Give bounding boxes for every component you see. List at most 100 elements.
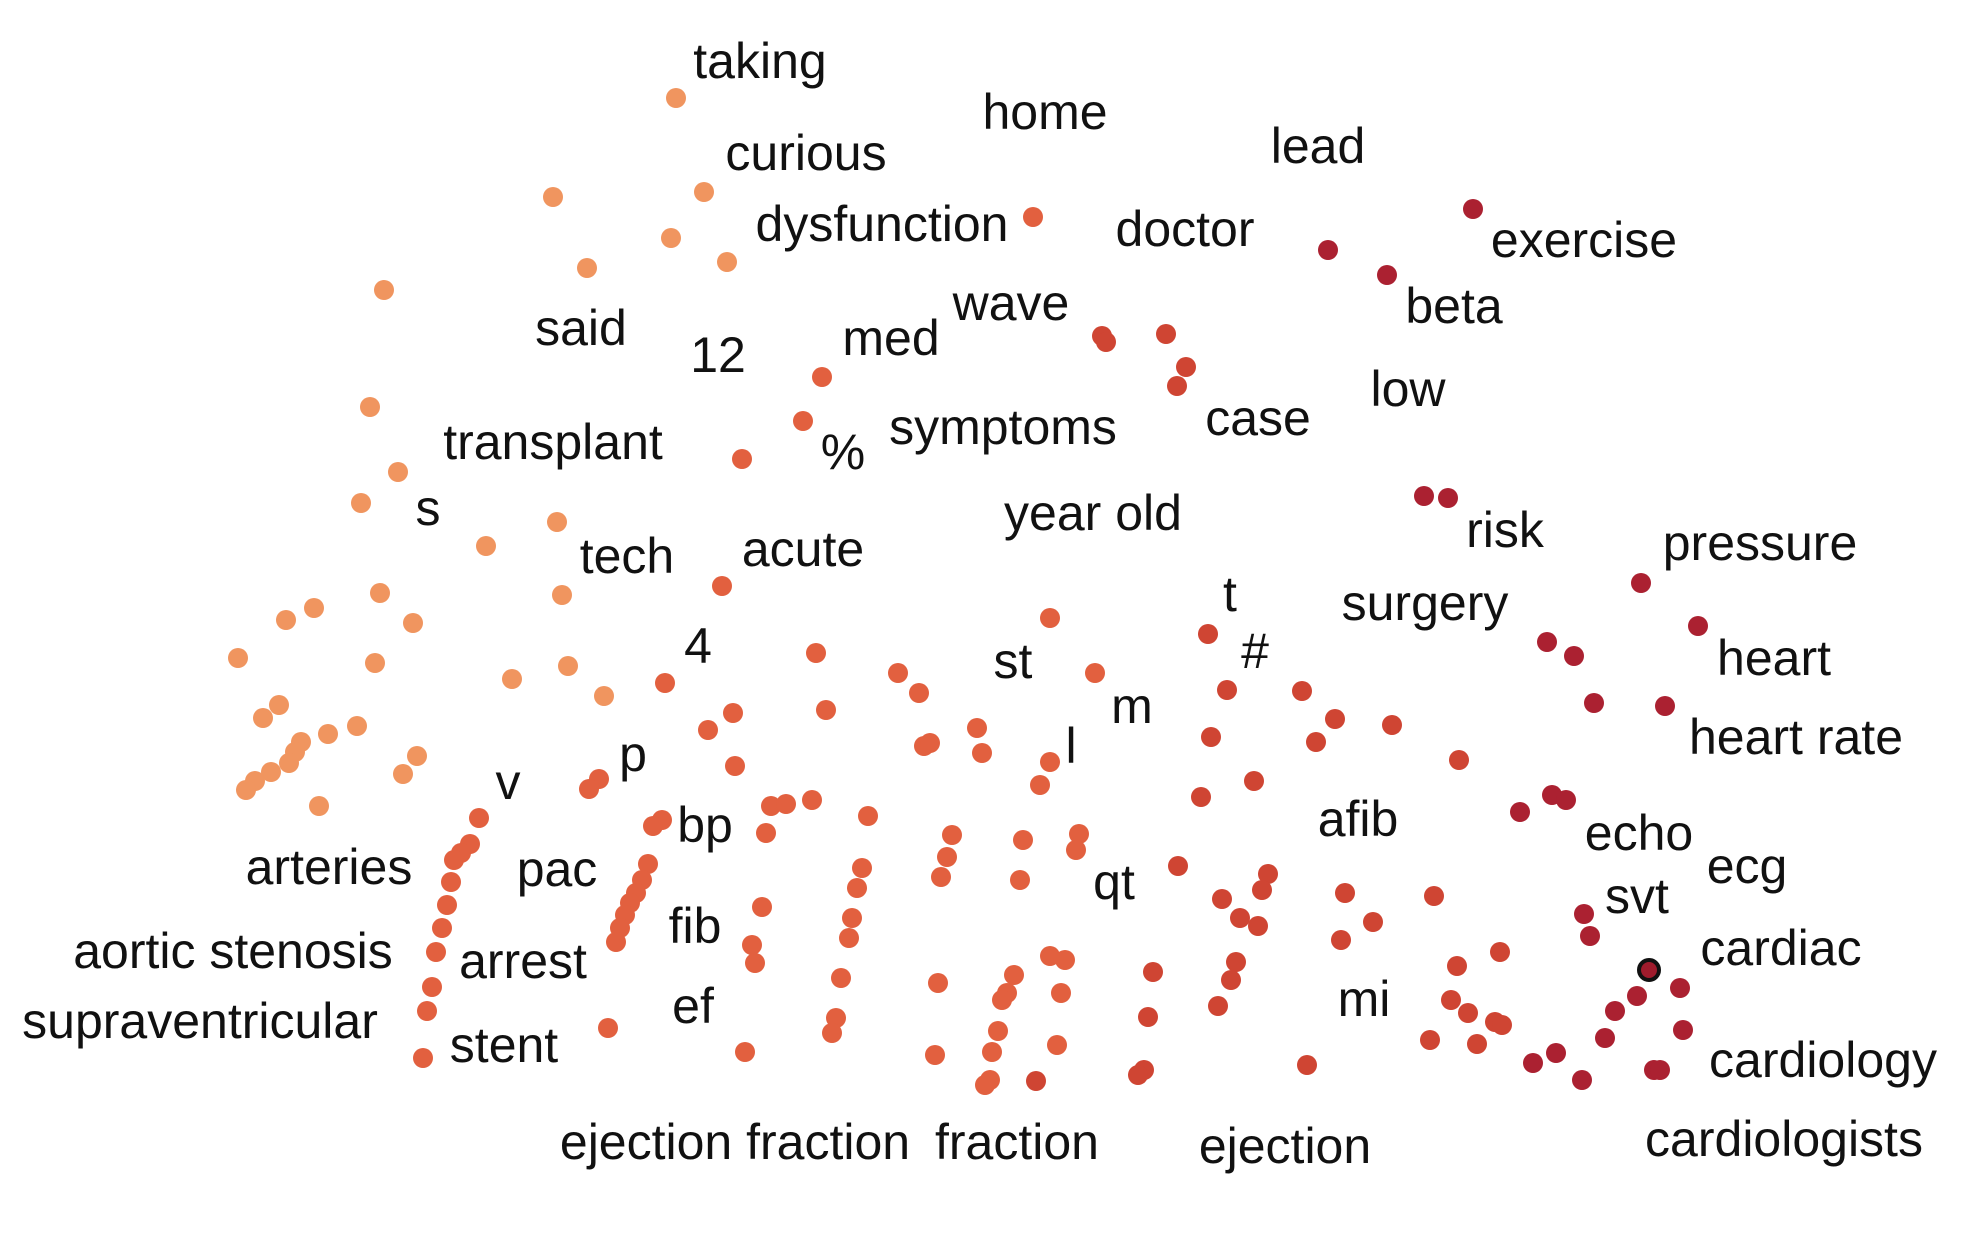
- data-point: [826, 1008, 846, 1028]
- data-point: [1363, 912, 1383, 932]
- word-label: echo: [1585, 805, 1693, 861]
- data-point: [552, 585, 572, 605]
- data-point: [1447, 956, 1467, 976]
- data-point: [822, 1023, 842, 1043]
- data-point: [606, 932, 626, 952]
- data-point: [269, 695, 289, 715]
- data-point: [1492, 1015, 1512, 1035]
- data-point: [1523, 1053, 1543, 1073]
- data-point: [1438, 488, 1458, 508]
- data-point: [594, 686, 614, 706]
- data-point: [839, 928, 859, 948]
- word-label: fraction: [935, 1114, 1099, 1170]
- data-point: [437, 895, 457, 915]
- data-point: [1248, 916, 1268, 936]
- data-point: [577, 258, 597, 278]
- word-label: v: [496, 754, 521, 810]
- data-point: [1040, 608, 1060, 628]
- word-label: said: [535, 300, 627, 356]
- data-point: [1040, 752, 1060, 772]
- word-label: low: [1370, 361, 1446, 417]
- word-label: doctor: [1116, 201, 1255, 257]
- word-label: risk: [1466, 502, 1545, 558]
- word-label: l: [1065, 718, 1076, 774]
- data-point: [1198, 624, 1218, 644]
- data-point: [228, 648, 248, 668]
- data-point: [1085, 663, 1105, 683]
- data-point: [1069, 824, 1089, 844]
- word-label: acute: [742, 521, 864, 577]
- word-label: s: [416, 480, 441, 536]
- word-label: transplant: [443, 414, 663, 470]
- data-point: [1331, 930, 1351, 950]
- data-point: [1191, 787, 1211, 807]
- data-point: [1244, 771, 1264, 791]
- labels-layer: taking home lead curious dysfunction doctor ex…: [22, 33, 1937, 1174]
- data-point: [441, 872, 461, 892]
- data-point: [638, 854, 658, 874]
- data-point: [1556, 790, 1576, 810]
- data-point: [982, 1042, 1002, 1062]
- data-point: [1564, 646, 1584, 666]
- word-label: heart: [1717, 630, 1831, 686]
- word-label: year old: [1004, 485, 1182, 541]
- word-label: m: [1111, 678, 1153, 734]
- word-label: stent: [450, 1017, 559, 1073]
- data-point: [1023, 207, 1043, 227]
- word-label: qt: [1093, 854, 1135, 910]
- word-label: pac: [517, 841, 598, 897]
- word-label: beta: [1405, 278, 1503, 334]
- word-label: mi: [1338, 971, 1391, 1027]
- data-point: [1030, 775, 1050, 795]
- word-label: afib: [1318, 791, 1399, 847]
- data-point: [360, 397, 380, 417]
- data-point: [1026, 1071, 1046, 1091]
- data-point: [1655, 696, 1675, 716]
- data-point: [417, 1001, 437, 1021]
- word-label: med: [842, 310, 939, 366]
- data-point: [988, 1021, 1008, 1041]
- data-point: [942, 825, 962, 845]
- data-point: [931, 867, 951, 887]
- data-point: [732, 449, 752, 469]
- data-point: [253, 708, 273, 728]
- word-label: ejection fraction: [560, 1114, 910, 1170]
- word-label: cardiac: [1700, 920, 1861, 976]
- data-point: [802, 790, 822, 810]
- data-point: [1572, 1070, 1592, 1090]
- data-point: [1449, 750, 1469, 770]
- word-label: home: [982, 84, 1107, 140]
- data-point: [1047, 1035, 1067, 1055]
- data-point: [318, 724, 338, 744]
- data-point: [842, 908, 862, 928]
- data-point: [1156, 324, 1176, 344]
- data-point: [309, 796, 329, 816]
- data-point: [365, 653, 385, 673]
- data-point: [403, 613, 423, 633]
- data-point: [304, 598, 324, 618]
- data-point: [1420, 1030, 1440, 1050]
- word-label: p: [619, 726, 647, 782]
- data-point: [735, 1042, 755, 1062]
- data-point: [407, 746, 427, 766]
- data-point: [1292, 681, 1312, 701]
- data-point: [1128, 1065, 1148, 1085]
- word-label: arrest: [459, 933, 587, 989]
- data-point: [1096, 332, 1116, 352]
- word-label: 4: [684, 618, 712, 674]
- data-point: [1688, 616, 1708, 636]
- data-point: [812, 367, 832, 387]
- data-point: [351, 493, 371, 513]
- data-point: [1143, 962, 1163, 982]
- data-point: [852, 858, 872, 878]
- data-point: [1467, 1034, 1487, 1054]
- data-point: [1650, 1060, 1670, 1080]
- data-point: [1584, 693, 1604, 713]
- word-label: heart rate: [1689, 709, 1903, 765]
- data-point: [1252, 880, 1272, 900]
- data-point: [928, 973, 948, 993]
- word-label: exercise: [1491, 212, 1677, 268]
- data-point: [502, 669, 522, 689]
- word-label: wave: [952, 275, 1070, 331]
